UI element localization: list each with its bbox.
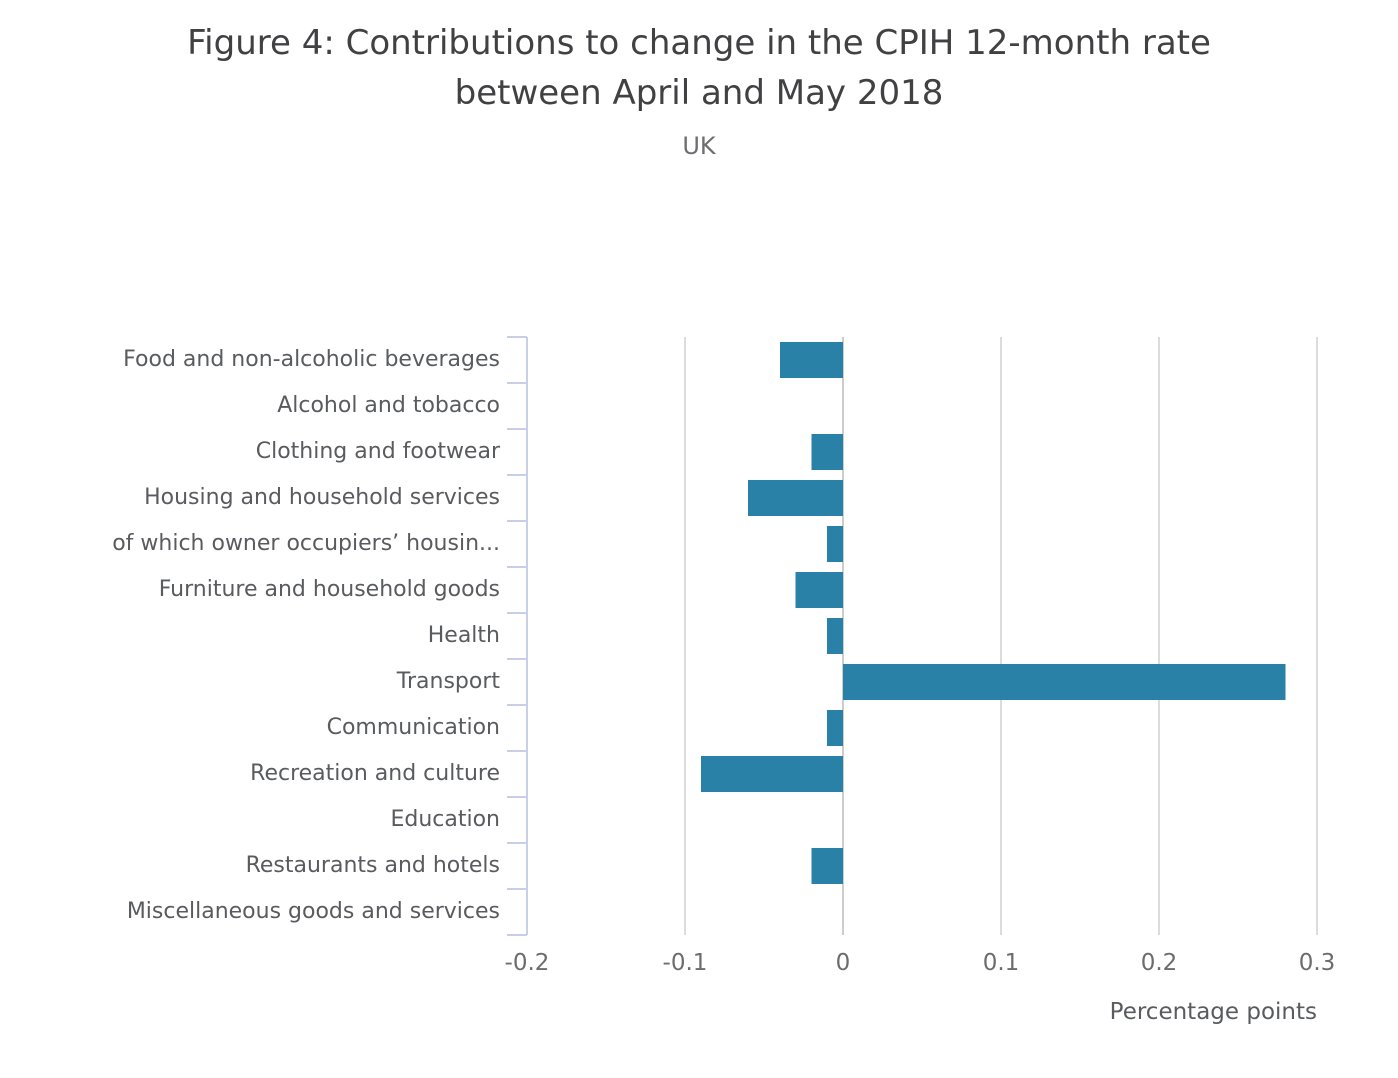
bar-restaurants-and-hotels[interactable] <box>811 848 843 884</box>
bar-health[interactable] <box>827 618 843 654</box>
category-label: Education <box>390 807 500 832</box>
chart-subtitle: UK <box>682 132 716 160</box>
x-tick-label: 0 <box>835 950 851 976</box>
category-label: Recreation and culture <box>250 761 500 786</box>
chart-title-line-1: Figure 4: Contributions to change in the… <box>187 23 1211 63</box>
bar-plot <box>507 336 1318 936</box>
x-tick-label: 0.3 <box>1298 950 1336 976</box>
category-label: Miscellaneous goods and services <box>126 899 500 924</box>
x-axis-title: Percentage points <box>1109 999 1317 1025</box>
chart-title-line-2: between April and May 2018 <box>454 73 944 113</box>
category-label: Clothing and footwear <box>255 439 500 464</box>
x-tick-label: -0.1 <box>662 950 708 976</box>
category-label: Furniture and household goods <box>158 577 500 602</box>
bar-clothing-and-footwear[interactable] <box>811 434 843 470</box>
category-label: Restaurants and hotels <box>245 853 500 878</box>
category-label: Transport <box>396 669 500 694</box>
category-label: Food and non-alcoholic beverages <box>123 347 500 372</box>
category-label: of which owner occupiers’ housin... <box>112 531 500 556</box>
category-label: Alcohol and tobacco <box>277 393 500 418</box>
bar-communication[interactable] <box>827 710 843 746</box>
bar-recreation-and-culture[interactable] <box>700 756 843 792</box>
bar-furniture-and-household-goods[interactable] <box>795 572 843 608</box>
category-label: Housing and household services <box>144 485 500 510</box>
category-label: Health <box>427 623 500 648</box>
bar-housing-and-household-services[interactable] <box>748 480 843 516</box>
x-tick-label: 0.1 <box>982 950 1020 976</box>
category-label: Communication <box>326 715 500 740</box>
bar-food-and-non-alcoholic-beverages[interactable] <box>779 342 843 378</box>
x-tick-label: 0.2 <box>1140 950 1178 976</box>
bar-of-which-owner-occupiers-housin[interactable] <box>827 526 843 562</box>
chart-title: Figure 4: Contributions to change in the… <box>0 18 1398 118</box>
plot-region: Food and non-alcoholic beverages Alcohol … <box>0 336 1398 1078</box>
bar-transport[interactable] <box>843 664 1286 700</box>
x-tick-label: -0.2 <box>504 950 550 976</box>
